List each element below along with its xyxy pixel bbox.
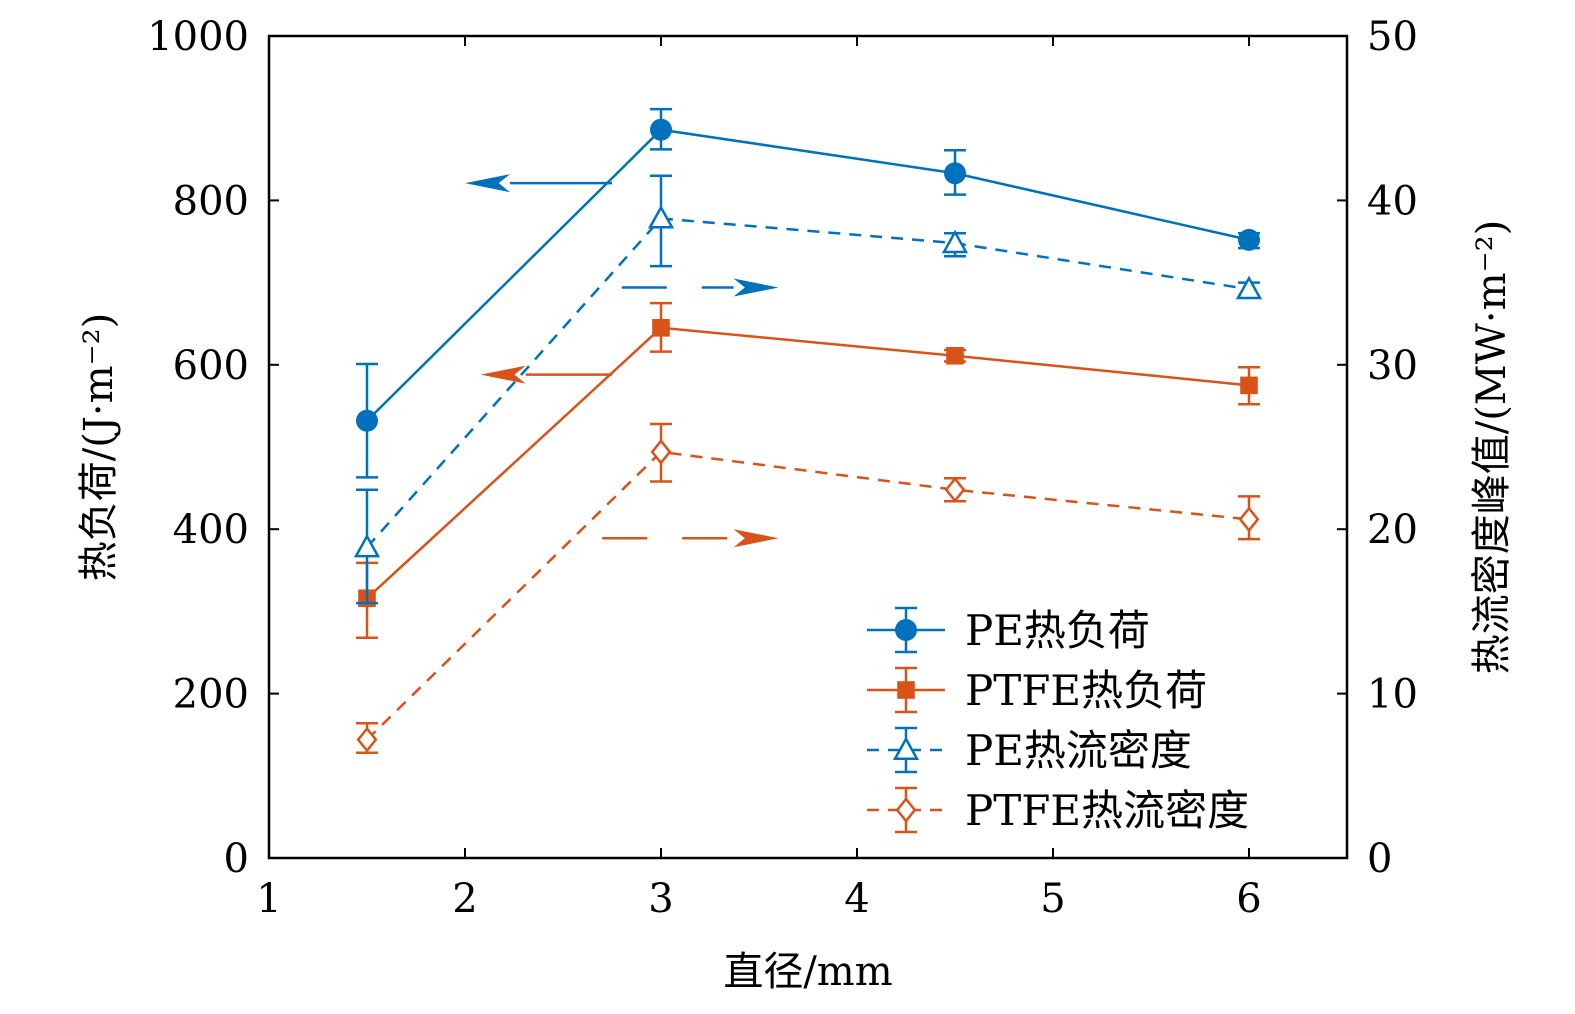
annotation-arrow-head <box>480 365 526 384</box>
data-point <box>946 346 964 365</box>
data-point <box>353 533 381 558</box>
x-tick-label: 6 <box>1236 876 1261 922</box>
y-tick-label-right: 30 <box>1367 343 1418 389</box>
legend-marker <box>892 736 920 761</box>
y-axis-label-left: 热负荷/(J·m⁻²) <box>76 313 122 582</box>
series-line-1 <box>366 326 1250 600</box>
data-point <box>650 118 672 141</box>
data-point <box>650 438 672 465</box>
legend-marker <box>895 796 917 824</box>
legend-marker <box>895 619 917 641</box>
x-tick-label: 3 <box>648 876 673 922</box>
x-tick-label: 5 <box>1040 876 1065 922</box>
data-point <box>1238 506 1260 533</box>
legend-label: PTFE热流密度 <box>965 786 1249 835</box>
y-tick-label-left: 800 <box>173 178 249 224</box>
y-tick-label-left: 600 <box>173 343 249 389</box>
annotation-arrow-head <box>733 278 779 297</box>
data-point <box>944 162 966 185</box>
x-tick-label: 2 <box>452 876 477 922</box>
y-tick-label-left: 1000 <box>147 14 249 60</box>
x-tick-label: 1 <box>256 876 281 922</box>
x-tick-label: 4 <box>844 876 869 922</box>
legend-label: PE热负荷 <box>965 606 1150 655</box>
y-tick-label-right: 0 <box>1367 836 1392 882</box>
series-line-0 <box>366 128 1250 422</box>
legend-label: PE热流密度 <box>965 726 1192 775</box>
data-point <box>1240 376 1258 395</box>
legend-marker <box>897 681 915 699</box>
y-tick-label-right: 10 <box>1367 672 1418 718</box>
data-point <box>944 476 966 503</box>
y-tick-label-left: 400 <box>173 507 249 553</box>
legend-label: PTFE热负荷 <box>965 666 1207 715</box>
y-axis-label-right: 热流密度峰值/(MW·m⁻²) <box>1469 220 1515 675</box>
data-point <box>941 229 969 254</box>
y-tick-label-right: 50 <box>1367 14 1418 60</box>
data-point <box>1235 275 1263 300</box>
data-point <box>1238 228 1260 251</box>
annotation-arrow-head <box>465 174 510 193</box>
y-tick-label-left: 200 <box>173 672 249 718</box>
data-point <box>652 319 670 337</box>
y-tick-label-left: 0 <box>224 836 249 882</box>
annotation-arrow-head <box>733 529 779 548</box>
data-point <box>356 726 378 753</box>
y-tick-label-right: 20 <box>1367 507 1418 553</box>
y-tick-label-right: 40 <box>1367 178 1418 224</box>
plot-frame <box>267 34 1349 860</box>
x-axis-label: 直径/mm <box>723 949 892 995</box>
data-point <box>356 409 378 432</box>
data-point <box>647 204 675 229</box>
series-line-2 <box>366 217 1250 549</box>
